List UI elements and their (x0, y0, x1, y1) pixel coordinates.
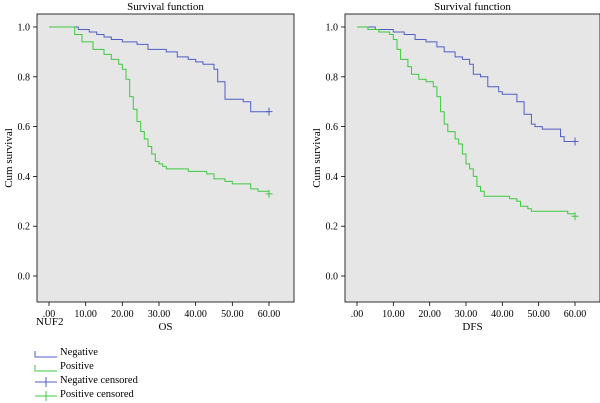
os-negative-survival-line (49, 26, 269, 113)
dfs-positive-survival-line (357, 26, 576, 217)
dfs-y-tick-label: 0.8 (326, 72, 339, 83)
os-y-tick-label: 0.4 (18, 172, 31, 183)
dfs-y-tick-label: 0.6 (326, 122, 339, 133)
legend-label-positive-censored: Positive censored (60, 389, 134, 400)
os-x-axis-label: OS (158, 321, 172, 333)
legend-swatch-positive (34, 365, 57, 372)
dfs-x-tick-label: .00 (351, 309, 364, 320)
os-chart-title: Survival function (127, 1, 204, 13)
dfs-y-tick-label: 1.0 (326, 23, 339, 34)
dfs-y-tick-label: 0.4 (326, 172, 339, 183)
legend-title: NUF2 (36, 316, 64, 328)
os-plot-area (36, 13, 295, 303)
os-x-tick-label: 20.00 (111, 309, 134, 320)
dfs-x-tick-label: 20.00 (418, 309, 441, 320)
legend-item-positive-censored: Positive censored (34, 389, 234, 403)
dfs-positive-censored-mark (571, 212, 579, 221)
os-chart-panel: Survival function OS Cum survival 0.0 0.2 0.4… (3, 1, 295, 333)
os-y-tick-label: 0.8 (18, 72, 31, 83)
dfs-y-tick-label: 0.2 (326, 222, 339, 233)
dfs-x-axis-label: DFS (462, 321, 482, 333)
legend-label-negative-censored: Negative censored (60, 375, 138, 386)
legend-swatch-negative-censored (35, 377, 57, 387)
legend: NUF2 Negative Positive Negative censored… (34, 316, 254, 402)
legend-label-positive: Positive (60, 361, 94, 372)
dfs-chart-panel: Survival function DFS Cum survival 0.0 0.2 0.… (311, 1, 600, 333)
os-x-tick-label: 60.00 (258, 309, 281, 320)
dfs-y-tick-label: 0.0 (326, 272, 339, 283)
legend-label-negative: Negative (60, 347, 98, 358)
os-x-tick-label: .00 (43, 309, 56, 320)
dfs-chart-title: Survival function (434, 1, 511, 13)
os-y-tick-label: 0.0 (18, 272, 31, 283)
dfs-x-tick-label: 40.00 (491, 309, 514, 320)
dfs-x-tick-label: 50.00 (527, 309, 550, 320)
legend-item-negative-censored: Negative censored (34, 375, 234, 389)
os-y-axis-label: Cum survival (3, 128, 15, 188)
os-x-tick-label: 50.00 (221, 309, 244, 320)
os-y-tick-label: 0.6 (18, 122, 31, 133)
os-x-tick-label: 10.00 (74, 309, 97, 320)
dfs-plot-area (344, 13, 600, 303)
dfs-x-tick-label: 60.00 (564, 309, 587, 320)
legend-swatch-negative (34, 351, 57, 358)
dfs-negative-survival-line (357, 26, 575, 142)
dfs-x-tick-label: 10.00 (382, 309, 405, 320)
os-x-tick-label: 30.00 (148, 309, 171, 320)
dfs-x-tick-label: 30.00 (455, 309, 478, 320)
legend-item-negative: Negative (34, 347, 234, 361)
dfs-y-axis-label: Cum survival (311, 128, 323, 188)
legend-item-positive: Positive (34, 361, 234, 375)
os-x-tick-label: 40.00 (184, 309, 207, 320)
os-y-tick-label: 1.0 (18, 23, 31, 34)
os-positive-censored-mark (265, 189, 273, 198)
legend-swatch-positive-censored (35, 391, 57, 401)
dfs-negative-censored-mark (571, 137, 579, 146)
os-y-tick-label: 0.2 (18, 222, 31, 233)
os-negative-censored-mark (265, 107, 273, 116)
os-positive-survival-line (49, 26, 270, 194)
